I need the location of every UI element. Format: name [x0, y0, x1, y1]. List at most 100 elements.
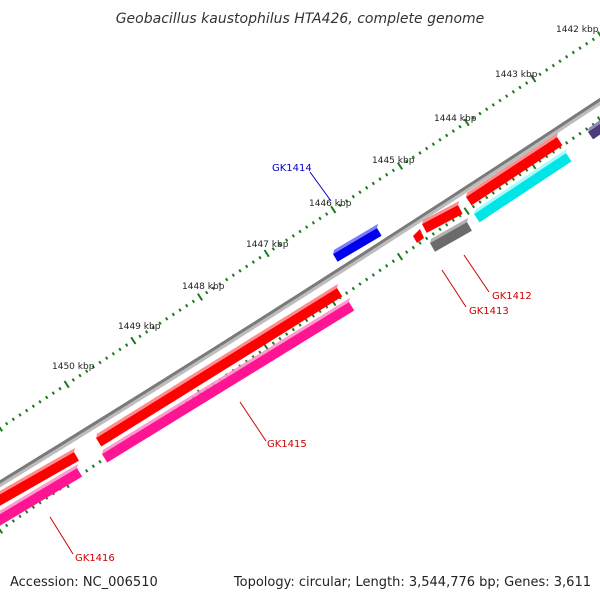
- inner-tick: [518, 172, 522, 177]
- kbp-label: 1447 kbp: [246, 240, 289, 250]
- outer-tick: [298, 229, 302, 234]
- kbp-label: 1443 kbp: [495, 70, 538, 80]
- outer-tick: [225, 277, 229, 282]
- inner-tick: [584, 127, 589, 131]
- gene-gk1411-forward[interactable]: [466, 132, 563, 206]
- outer-tick: [118, 347, 122, 352]
- inner-tick: [278, 336, 282, 341]
- outer-tick: [251, 260, 255, 264]
- outer-tick: [511, 89, 515, 94]
- outer-tick: [451, 129, 455, 133]
- outer-tick: [491, 103, 495, 107]
- outer-tick: [578, 46, 582, 50]
- outer-tick: [191, 299, 195, 304]
- gene-gk1415-reverse[interactable]: [102, 297, 355, 463]
- inner-tick: [11, 519, 16, 523]
- outer-tick: [518, 85, 522, 90]
- outer-tick: [205, 290, 209, 295]
- outer-tick: [425, 146, 429, 151]
- kbp-labels: 1442 kbp 1443 kbp 1444 kbp 1445 kbp 1446 kbp…: [52, 25, 599, 372]
- outer-tick: [278, 242, 282, 247]
- gene-cyan[interactable]: [474, 148, 572, 223]
- outer-tick: [585, 41, 589, 46]
- outer-tick: [538, 72, 542, 77]
- gene-gk1416-reverse[interactable]: [0, 463, 83, 529]
- inner-tick: [596, 116, 600, 122]
- inner-tick: [391, 259, 396, 264]
- outer-tick: [596, 31, 600, 37]
- inner-tick: [18, 514, 22, 519]
- outer-tick: [185, 303, 189, 308]
- gene-gk1414[interactable]: [333, 223, 382, 262]
- outer-tick: [63, 380, 70, 389]
- outer-tick: [305, 225, 309, 229]
- outer-tick: [31, 404, 35, 408]
- outer-tick: [463, 118, 470, 127]
- inner-tick: [298, 323, 302, 327]
- outer-tick: [431, 142, 435, 146]
- outer-tick: [365, 186, 369, 190]
- inner-tick: [498, 186, 502, 191]
- inner-tick: [24, 509, 29, 514]
- outer-tick: [418, 151, 422, 155]
- outer-tick: [58, 386, 62, 391]
- inner-tick: [451, 218, 456, 223]
- gene-label-gk1413[interactable]: GK1413: [469, 306, 509, 317]
- inner-tick: [311, 314, 316, 318]
- outer-tick: [25, 408, 29, 413]
- gene-purple[interactable]: [588, 117, 600, 140]
- outer-tick: [85, 369, 89, 374]
- outer-tick: [530, 74, 537, 83]
- outer-tick: [171, 312, 175, 317]
- outer-tick: [71, 378, 75, 382]
- inner-tick: [396, 252, 404, 261]
- outer-tick: [591, 37, 595, 42]
- outer-tick: [445, 133, 449, 138]
- outer-tick: [138, 334, 142, 339]
- kbp-label: 1450 kbp: [52, 362, 95, 372]
- outer-tick: [98, 360, 102, 365]
- inner-tick: [471, 204, 476, 209]
- gene-label-gk1415[interactable]: GK1415: [267, 439, 307, 450]
- gene-label-gk1414[interactable]: GK1414: [272, 163, 312, 174]
- outer-tick: [525, 81, 529, 85]
- inner-tick: [484, 195, 489, 200]
- outer-tick: [130, 336, 137, 345]
- outer-tick: [151, 325, 155, 330]
- outer-tick: [238, 268, 242, 273]
- outer-tick: [438, 137, 442, 142]
- inner-tick: [364, 277, 369, 282]
- gene-annotations: GK1414 GK1412 GK1413 GK1415 GK1416: [49, 163, 532, 564]
- genome-backbone: [0, 97, 600, 488]
- gene-arrowhead: [413, 229, 424, 243]
- gene-label-gk1416[interactable]: GK1416: [75, 553, 115, 564]
- kbp-label: 1444 kbp: [434, 114, 477, 124]
- gene-gk1412-forward[interactable]: [422, 200, 463, 233]
- outer-tick: [478, 111, 482, 116]
- inner-tick: [511, 177, 516, 182]
- outer-tick: [231, 273, 235, 277]
- outer-tick: [285, 238, 289, 243]
- outer-tick: [411, 155, 415, 160]
- inner-tick: [271, 341, 276, 346]
- inner-tick: [384, 263, 389, 268]
- outer-tick: [565, 55, 569, 59]
- inner-tick: [291, 327, 296, 332]
- inner-tick: [91, 464, 96, 469]
- inner-tick: [98, 459, 102, 464]
- outer-tick: [38, 399, 42, 404]
- gene-gk1415-forward[interactable]: [96, 283, 343, 447]
- outer-tick: [258, 255, 262, 260]
- gene-gk1416-forward[interactable]: [0, 447, 79, 509]
- outer-tick: [371, 181, 375, 186]
- outer-tick: [358, 190, 362, 195]
- inner-tick: [578, 131, 582, 136]
- inner-tick: [444, 222, 449, 227]
- gene-label-gk1412[interactable]: GK1412: [492, 291, 532, 302]
- gene-gk1413[interactable]: [430, 217, 472, 252]
- outer-tick: [345, 199, 349, 203]
- outer-tick: [405, 159, 409, 164]
- outer-tick: [571, 50, 575, 55]
- outer-tick: [338, 203, 342, 208]
- outer-tick: [111, 351, 115, 356]
